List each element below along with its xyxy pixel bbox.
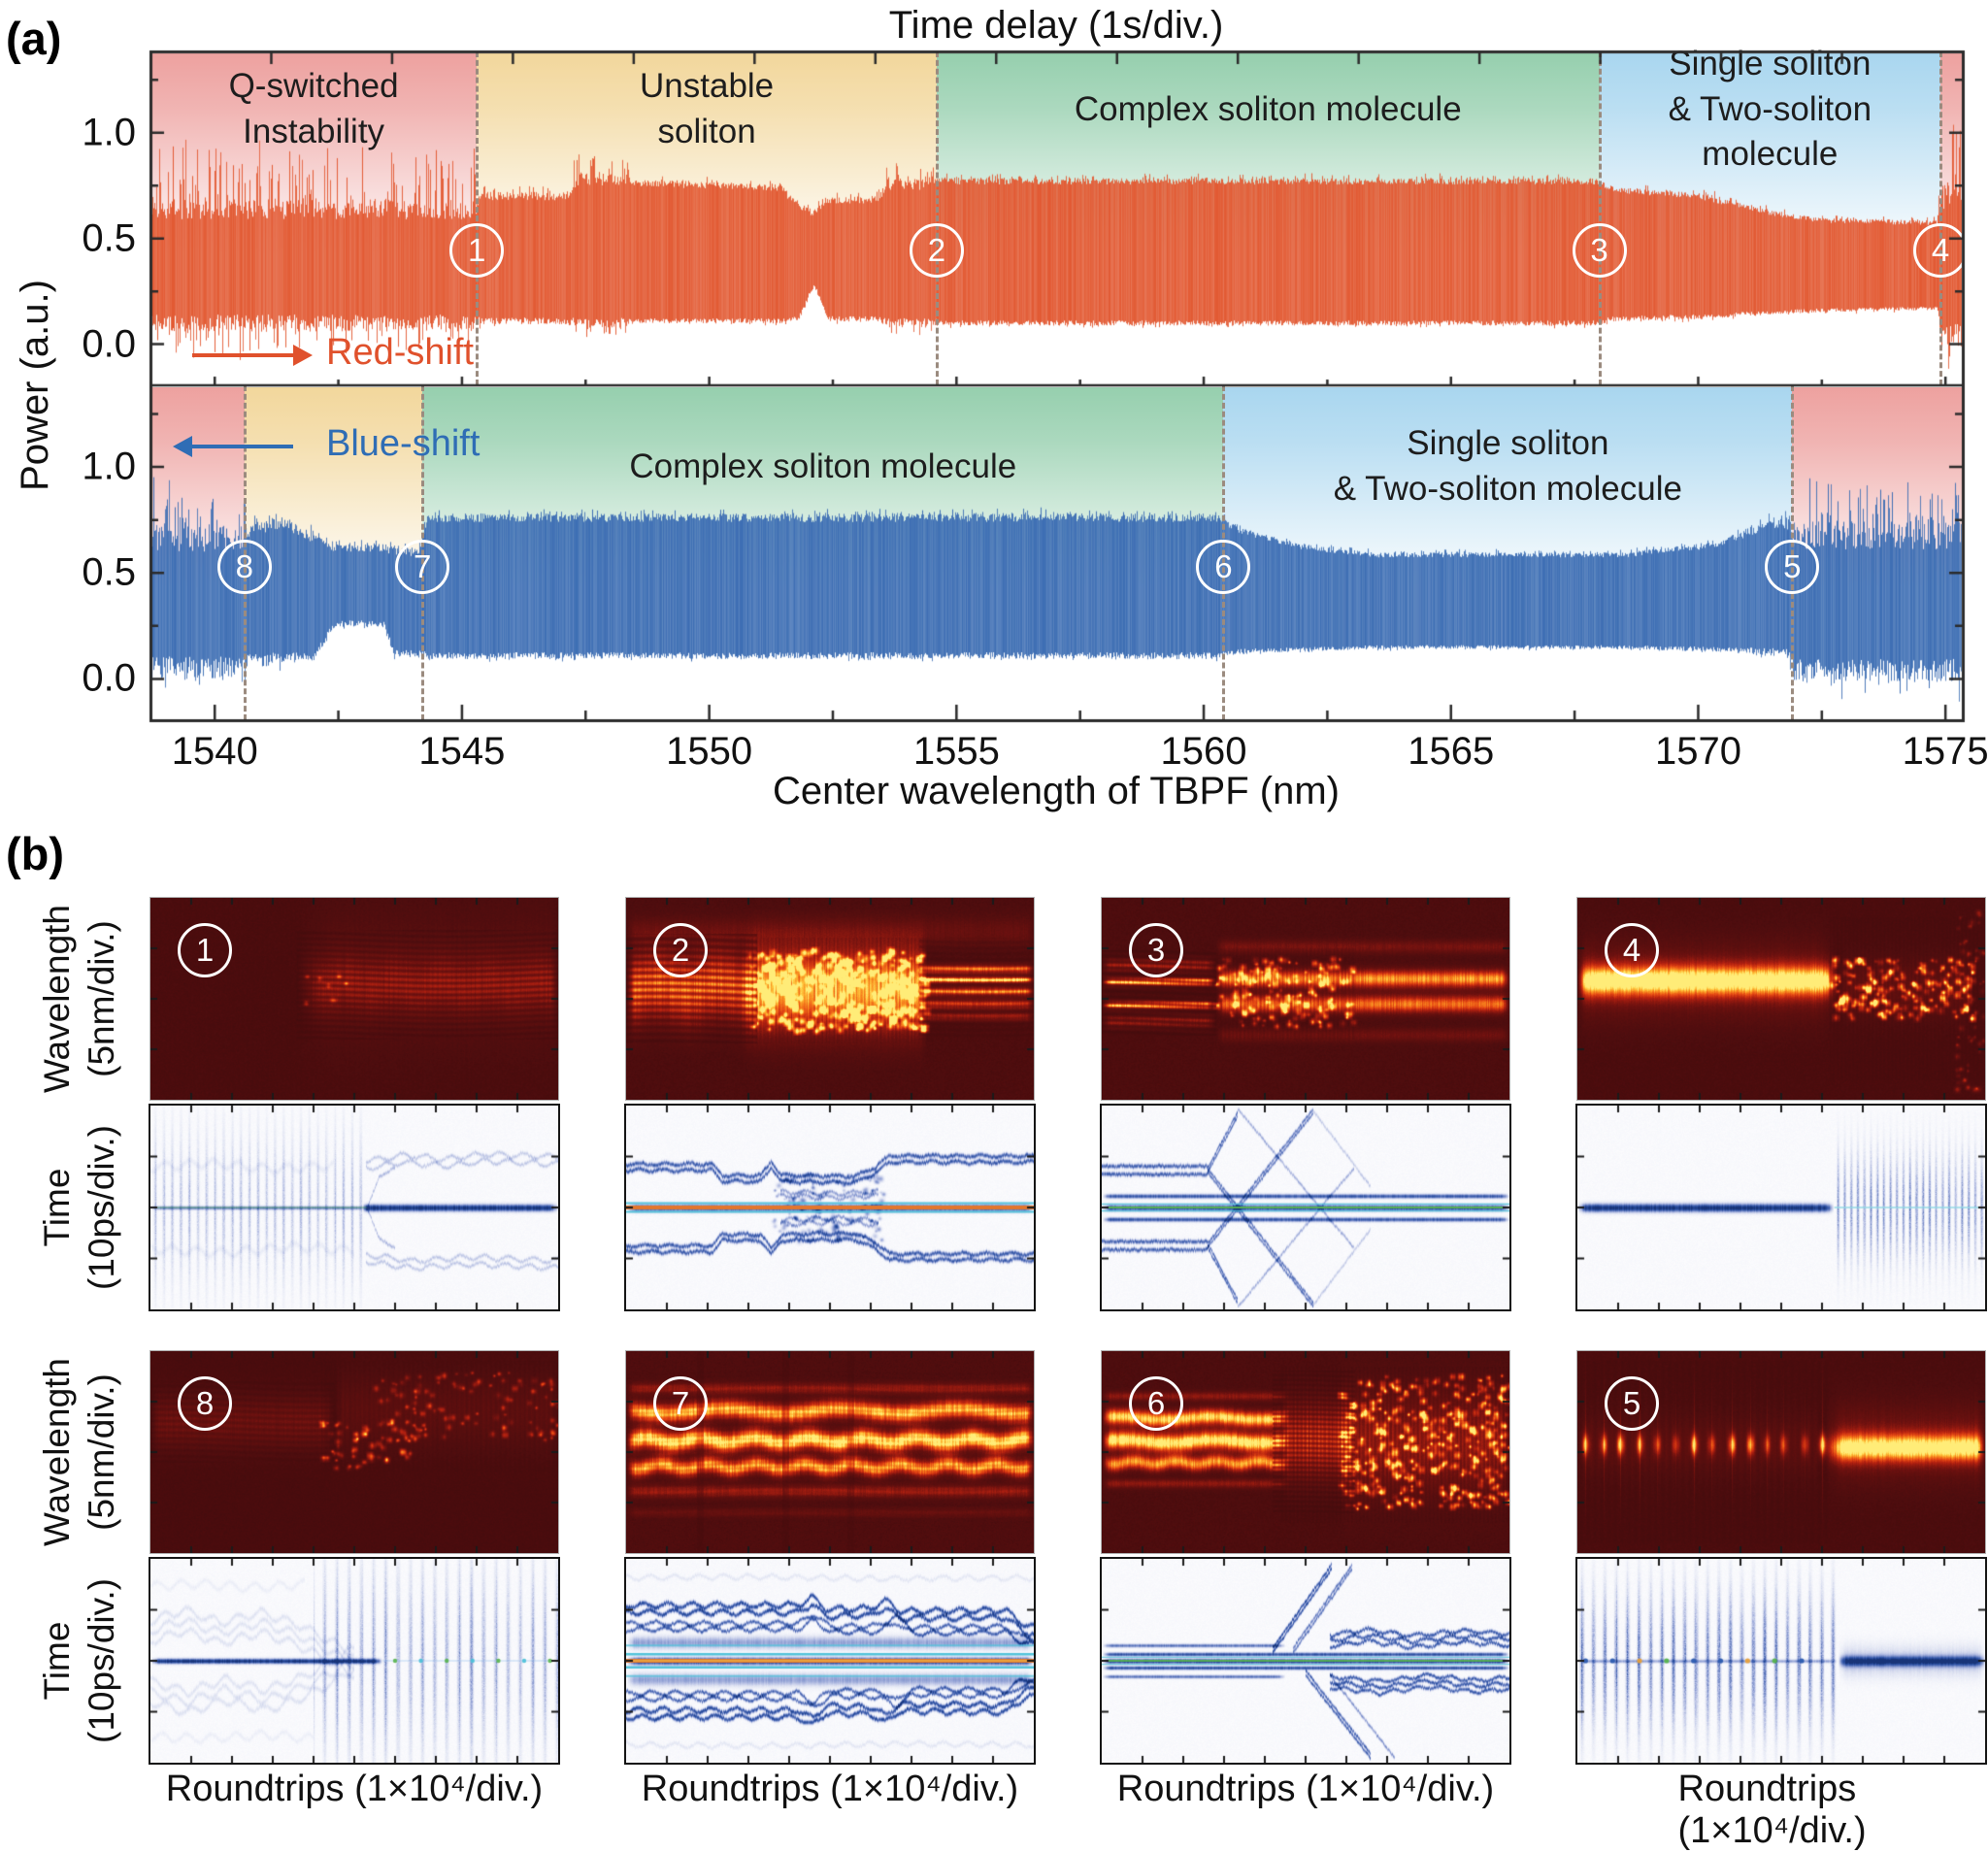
panel-b-marker-4: 4 <box>1605 923 1659 977</box>
transition-dashed-line-3 <box>1598 51 1602 385</box>
red-shift-arrow <box>192 353 293 357</box>
marker-circle-8: 8 <box>216 540 272 594</box>
y-tick-label: 1.0 <box>82 111 136 154</box>
arrow-head-right-icon <box>293 345 313 366</box>
temporal-heatmap-8 <box>149 1557 560 1765</box>
panel-a-label: (a) <box>6 13 62 64</box>
x-tick-label: 1560 <box>1160 730 1247 773</box>
temporal-heatmap-7 <box>624 1557 1036 1765</box>
red-shift-label: Red-shift <box>326 332 475 373</box>
x-tick-label: 1555 <box>912 730 1000 773</box>
roundtrips-axis-label-3: Roundtrips (1×10⁴/div.) <box>1677 1769 1867 1851</box>
x-tick-label: 1565 <box>1408 730 1495 773</box>
panel-b-marker-3: 3 <box>1129 923 1183 977</box>
y-tick-label: 0.5 <box>82 550 136 594</box>
x-tick-label: 1570 <box>1654 730 1741 773</box>
x-tick-label: 1550 <box>666 730 753 773</box>
wavelength-axis-label-row1: Wavelength (5nm/div.) <box>36 1357 121 1547</box>
marker-circle-1: 1 <box>449 223 505 278</box>
region-label: Complex soliton molecule <box>1074 89 1462 128</box>
temporal-heatmap-2 <box>624 1104 1036 1311</box>
y-tick-label: 1.0 <box>82 445 136 488</box>
panel-b: (b) 1 2 3 4 8 7 6 5 Roundtrips (1×10⁴/div.) Round… <box>0 820 1988 1851</box>
temporal-heatmap-5 <box>1575 1557 1987 1765</box>
temporal-heatmap-3 <box>1100 1104 1511 1311</box>
panel-b-marker-6: 6 <box>1129 1376 1183 1431</box>
x-tick-label: 1545 <box>418 730 506 773</box>
roundtrips-axis-label-2: Roundtrips (1×10⁴/div.) <box>1116 1769 1495 1809</box>
transition-dashed-line-1 <box>476 51 480 385</box>
region-label: Q-switched Instability <box>228 67 399 150</box>
temporal-heatmap-1 <box>149 1104 560 1311</box>
arrow-head-left-icon <box>173 436 192 457</box>
marker-circle-7: 7 <box>395 540 450 594</box>
region-label: Complex soliton molecule <box>629 446 1017 485</box>
marker-circle-4: 4 <box>1913 223 1969 278</box>
panel-b-label: (b) <box>6 828 65 879</box>
transition-dashed-line-2 <box>935 51 939 385</box>
marker-circle-5: 5 <box>1765 540 1820 594</box>
time-axis-label-row1: Time (10ps/div.) <box>36 1578 121 1743</box>
wavelength-axis-label-row0: Wavelength (5nm/div.) <box>36 904 121 1094</box>
marker-circle-2: 2 <box>909 223 964 278</box>
temporal-heatmap-6 <box>1100 1557 1511 1765</box>
time-axis-label-row0: Time (10ps/div.) <box>36 1125 121 1290</box>
x-tick-label: 1540 <box>171 730 258 773</box>
region-label: Single soliton & Two-soliton molecule <box>1668 45 1872 174</box>
panel-a: (a) Time delay (1s/div.) Power (a.u.) Ce… <box>0 0 1988 835</box>
roundtrips-axis-label-1: Roundtrips (1×10⁴/div.) <box>641 1769 1019 1809</box>
panel-b-marker-8: 8 <box>178 1376 232 1431</box>
temporal-heatmap-4 <box>1575 1104 1987 1311</box>
panel-b-marker-1: 1 <box>178 923 232 977</box>
marker-circle-6: 6 <box>1196 540 1251 594</box>
panel-b-marker-7: 7 <box>653 1376 708 1431</box>
panel-b-marker-5: 5 <box>1605 1376 1659 1431</box>
y-tick-label: 0.5 <box>82 216 136 260</box>
top-axis-title: Time delay (1s/div.) <box>888 4 1224 47</box>
y-tick-label: 0.0 <box>82 322 136 366</box>
marker-circle-3: 3 <box>1572 223 1627 278</box>
panel-b-marker-2: 2 <box>653 923 708 977</box>
region-label: Unstable soliton <box>640 67 775 150</box>
transition-dashed-line-4 <box>1939 51 1943 385</box>
x-axis-title: Center wavelength of TBPF (nm) <box>773 770 1340 812</box>
blue-shift-arrow <box>192 445 293 448</box>
y-tick-label: 0.0 <box>82 656 136 700</box>
region-label: Single soliton & Two-soliton molecule <box>1333 424 1682 508</box>
blue-shift-label: Blue-shift <box>326 423 480 464</box>
roundtrips-axis-label-0: Roundtrips (1×10⁴/div.) <box>165 1769 544 1809</box>
x-tick-label: 1575 <box>1902 730 1988 773</box>
